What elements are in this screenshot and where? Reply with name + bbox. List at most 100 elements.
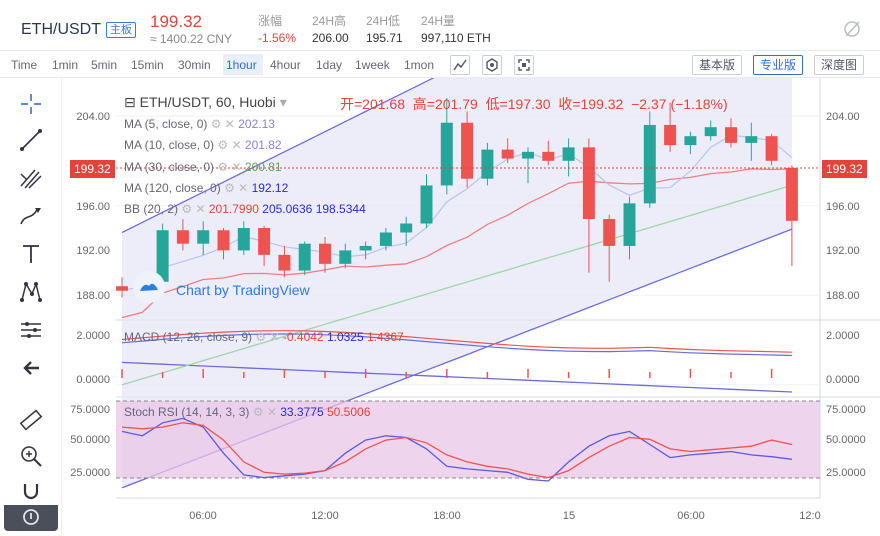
ma10-line	[121, 168, 792, 319]
tf-15min[interactable]: 15min	[131, 58, 164, 72]
candle-body	[522, 151, 534, 159]
ma120-legend[interactable]: MA (120, close, 0) ⚙ ✕ 192.12	[124, 181, 289, 195]
chart-type-icon[interactable]	[450, 55, 470, 75]
stat-label-change: 涨幅	[258, 14, 283, 28]
candle-body	[116, 286, 128, 291]
ohlc-legend: 开=201.68 高=201.79 低=197.30 收=199.32 −2.3…	[340, 94, 728, 114]
time-tick: 15	[563, 510, 575, 522]
candle-body	[440, 122, 453, 186]
stat-value-volume: 997,110 ETH	[421, 31, 491, 45]
ma10-legend[interactable]: MA (10, close, 0) ⚙ ✕ 201.82	[124, 138, 282, 152]
magnet-icon[interactable]	[17, 476, 45, 504]
candle-body	[785, 167, 798, 221]
stat-label-high: 24H高	[312, 14, 347, 28]
collapse-icon[interactable]: ⊟	[124, 94, 140, 110]
timeframe-active-highlight	[223, 54, 263, 75]
last-price: 199.32	[150, 12, 202, 31]
stoch-k-line	[121, 417, 792, 482]
right-price-tick: 204.00	[826, 111, 860, 123]
candle-body	[400, 223, 413, 233]
candle-body	[725, 127, 737, 143]
left-stoch-tick: 50.0000	[70, 434, 110, 446]
candle-body	[298, 243, 311, 271]
left-macd-tick: 0.0000	[76, 374, 110, 386]
market-badge: 主板	[106, 22, 136, 38]
pattern-icon[interactable]	[17, 278, 45, 306]
tf-4hour[interactable]: 4hour	[270, 58, 301, 72]
tf-5min[interactable]: 5min	[91, 58, 118, 72]
candle-body	[745, 136, 758, 143]
back-arrow-icon[interactable]	[17, 354, 45, 382]
pair-name[interactable]: ETH/USDT	[21, 21, 101, 38]
time-tick: 06:00	[677, 510, 705, 522]
right-macd-tick: 0.0000	[826, 374, 860, 386]
candle-body	[359, 245, 372, 251]
candle-body	[461, 122, 474, 179]
macd-signal-line	[121, 330, 792, 353]
view-pro-button[interactable]: 专业版	[753, 55, 804, 75]
tradingview-watermark[interactable]: Chart by TradingView	[176, 282, 310, 298]
tf-1day[interactable]: 1day	[316, 58, 343, 72]
candle-body	[237, 228, 250, 251]
candle-body	[176, 230, 189, 244]
price-chart[interactable]: 204.00 196.00 192.00 188.00 204.00 196.0…	[62, 78, 880, 534]
time-tick: 12:00	[311, 510, 339, 522]
right-stoch-tick: 50.0000	[826, 434, 866, 446]
candle-body	[339, 250, 352, 264]
text-icon[interactable]	[17, 240, 45, 268]
left-stoch-tick: 75.0000	[70, 404, 110, 416]
right-price-tick: 192.00	[826, 245, 860, 257]
stat-label-low: 24H低	[366, 14, 401, 28]
right-macd-tick: 2.0000	[826, 330, 860, 342]
candle-body	[217, 230, 230, 251]
dropdown-icon[interactable]: ▾	[279, 94, 287, 110]
candle-body	[582, 147, 595, 220]
ruler-icon[interactable]	[17, 406, 45, 434]
ma30-legend[interactable]: MA (30, close, 0) ⚙ ✕ 200.81	[124, 160, 282, 174]
change-value: −2.37 (−1.18%)	[631, 96, 728, 112]
symbol-title: ETH/USDT, 60, Huobi	[139, 94, 276, 110]
left-price-tick: 188.00	[76, 290, 110, 302]
candle-body	[420, 185, 433, 224]
left-macd-tick: 2.0000	[76, 330, 110, 342]
bb-legend[interactable]: BB (20, 2) ⚙ ✕ 201.7990 205.0636 198.534…	[124, 202, 366, 216]
trendline-icon[interactable]	[17, 126, 45, 154]
open-value: 开=201.68	[340, 96, 405, 112]
left-stoch-tick: 25.0000	[70, 467, 110, 479]
macd-line	[121, 333, 792, 357]
candles	[116, 98, 798, 300]
tf-1hour[interactable]: 1hour	[226, 58, 257, 72]
tf-1min[interactable]: 1min	[52, 58, 79, 72]
stoch-d-line	[121, 422, 793, 479]
view-basic-button[interactable]: 基本版	[692, 55, 743, 75]
tf-time[interactable]: Time	[11, 58, 38, 72]
candle-body	[623, 203, 636, 246]
ma5-legend[interactable]: MA (5, close, 0) ⚙ ✕ 202.13	[124, 117, 275, 131]
candle-body	[379, 232, 392, 246]
lock-tool-button[interactable]	[4, 505, 58, 531]
right-price-tick: 196.00	[826, 201, 860, 213]
crosshair-icon[interactable]	[17, 90, 45, 118]
left-price-tick: 196.00	[76, 201, 110, 213]
stat-value-low: 195.71	[366, 31, 403, 45]
tf-30min[interactable]: 30min	[178, 58, 211, 72]
hide-icon[interactable]	[843, 20, 861, 38]
stat-value-change: -1.56%	[258, 31, 297, 45]
drawing-toolbar	[0, 78, 62, 534]
fib-icon[interactable]	[17, 164, 45, 192]
candle-body	[684, 136, 697, 146]
brush-icon[interactable]	[17, 202, 45, 230]
close-value: 收=199.32	[558, 96, 624, 112]
zoom-in-icon[interactable]	[17, 442, 45, 470]
candle-body	[704, 127, 717, 137]
last-price-tag-right: 199.32	[822, 160, 867, 178]
tf-1week[interactable]: 1week	[355, 58, 390, 72]
fullscreen-icon[interactable]	[514, 55, 534, 75]
tf-1mon[interactable]: 1mon	[404, 58, 435, 72]
view-depth-button[interactable]: 深度图	[814, 55, 865, 75]
settings-icon[interactable]	[482, 55, 502, 75]
measure-icon[interactable]	[17, 316, 45, 344]
candle-body	[603, 219, 616, 246]
macd-legend[interactable]: MACD (12, 26, close, 9) ⚙ ✕ -0.4042 1.03…	[124, 330, 404, 344]
stoch-legend[interactable]: Stoch RSI (14, 14, 3, 3) ⚙ ✕ 33.3775 50.…	[124, 405, 371, 419]
